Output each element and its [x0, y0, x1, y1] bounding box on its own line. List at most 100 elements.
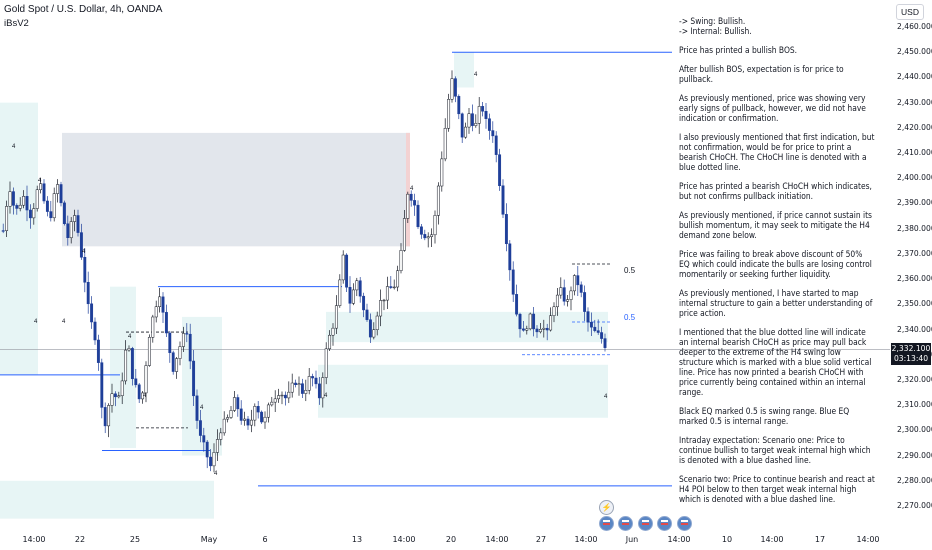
bull-candle [263, 416, 267, 423]
bear-candle [49, 211, 53, 219]
time-tick-label: 13 [351, 535, 363, 544]
bull-candle [154, 306, 158, 318]
time-tick-label: 14:00 [667, 535, 691, 544]
bear-candle [345, 254, 349, 288]
bull-candle [338, 279, 342, 306]
bear-candle [83, 256, 87, 283]
structure-marker: 4 [200, 405, 204, 411]
bear-candle [66, 223, 70, 239]
poi-zone [454, 52, 474, 88]
price-axis[interactable] [890, 0, 932, 520]
bull-candle [18, 204, 22, 209]
bull-candle [181, 333, 185, 347]
us-flag-event-icon[interactable] [677, 516, 692, 531]
note-paragraph: Scenario two: Price to continue bearish … [679, 474, 875, 504]
bear-candle [256, 406, 260, 413]
us-flag-event-icon[interactable] [599, 516, 614, 531]
bear-candle [470, 113, 474, 126]
bull-candle [147, 337, 151, 366]
time-tick-label: Jun [625, 535, 639, 544]
bull-candle [5, 206, 9, 231]
bear-candle [15, 205, 19, 209]
bear-candle [93, 321, 97, 341]
note-paragraph: I also previously mentioned that first i… [679, 132, 875, 172]
structure-marker: 4 [82, 249, 86, 255]
bull-candle [474, 123, 478, 126]
lightning-event-icon[interactable]: ⚡ [599, 500, 614, 515]
bull-candle [569, 290, 573, 300]
note-paragraph: After bullish BOS, expectation is for pr… [679, 64, 844, 84]
internal-eq-label: 0.5 [624, 313, 636, 322]
bull-candle [440, 158, 444, 187]
bear-candle [11, 191, 15, 206]
currency-button[interactable]: USD [896, 4, 924, 20]
bear-candle [457, 96, 461, 115]
price-tick-label: 2,310.000 [897, 400, 932, 410]
bull-candle [222, 418, 226, 434]
bull-candle [307, 376, 311, 391]
bear-candle [535, 328, 539, 333]
us-flag-event-icon[interactable] [638, 516, 653, 531]
bull-candle [229, 410, 233, 418]
indicator-name[interactable]: iBsV2 [4, 18, 29, 29]
structure-marker: 4 [474, 72, 478, 78]
structure-marker: 4 [62, 319, 66, 325]
bull-candle [144, 365, 148, 394]
bull-candle [215, 439, 219, 453]
price-tick-label: 2,400.000 [897, 173, 932, 183]
bear-candle [501, 185, 505, 215]
price-tick-label: 2,270.000 [897, 501, 932, 510]
bull-candle [555, 294, 559, 308]
bull-candle [120, 380, 124, 396]
bear-candle [518, 313, 522, 330]
bear-candle [168, 332, 172, 353]
bull-candle [69, 221, 73, 239]
bear-candle [171, 352, 175, 372]
bull-candle [572, 275, 576, 292]
poi-zone [182, 316, 222, 456]
bear-candle [389, 286, 393, 288]
bull-candle [467, 113, 471, 128]
bull-candle [538, 329, 542, 333]
bear-candle [59, 184, 63, 204]
bull-candle [549, 315, 553, 331]
bull-candle [375, 315, 379, 330]
us-flag-event-icon[interactable] [657, 516, 672, 531]
bear-candle [562, 287, 566, 302]
bull-candle [253, 406, 257, 421]
us-flag-event-icon[interactable] [618, 516, 633, 531]
bear-candle [484, 110, 488, 119]
bear-candle [362, 295, 366, 311]
price-tick-label: 2,440.000 [897, 72, 932, 82]
bull-candle [464, 126, 468, 138]
bull-candle [447, 99, 451, 129]
bear-candle [532, 313, 536, 330]
bear-candle [545, 327, 549, 331]
bear-candle [76, 215, 80, 233]
bull-candle [232, 397, 236, 411]
bear-candle [481, 106, 485, 112]
note-paragraph: Price was failing to break above discoun… [679, 249, 872, 279]
bear-candle [25, 196, 29, 211]
symbol-title: Gold Spot / U.S. Dollar, 4h, OANDA [4, 4, 163, 15]
bear-candle [314, 377, 318, 385]
bull-candle [525, 328, 529, 331]
bear-candle [137, 384, 141, 400]
bull-candle [243, 418, 247, 421]
bear-candle [498, 154, 502, 186]
bar-countdown: 03:13:40 [893, 354, 929, 363]
structure-marker: 4 [38, 178, 42, 184]
note-paragraph: As previously mentioned, I have started … [679, 288, 873, 318]
bear-candle [603, 338, 607, 348]
candlestick-chart[interactable]: 4 4 4 4 4 4 4 4 4 4 4 4 4 [0, 0, 890, 520]
bear-candle [103, 407, 107, 427]
bear-candle [62, 202, 66, 224]
time-axis[interactable] [0, 520, 932, 550]
structure-marker: 4 [128, 334, 132, 340]
time-tick-label: 14:00 [574, 535, 598, 544]
bull-candle [392, 286, 396, 289]
chart-area[interactable]: 4 4 4 4 4 4 4 4 4 4 4 4 4 [0, 0, 890, 520]
time-tick-label: 14:00 [485, 535, 509, 544]
structure-marker: 4 [214, 471, 218, 477]
current-price-label: 2,332.100 03:13:40 [891, 343, 931, 365]
